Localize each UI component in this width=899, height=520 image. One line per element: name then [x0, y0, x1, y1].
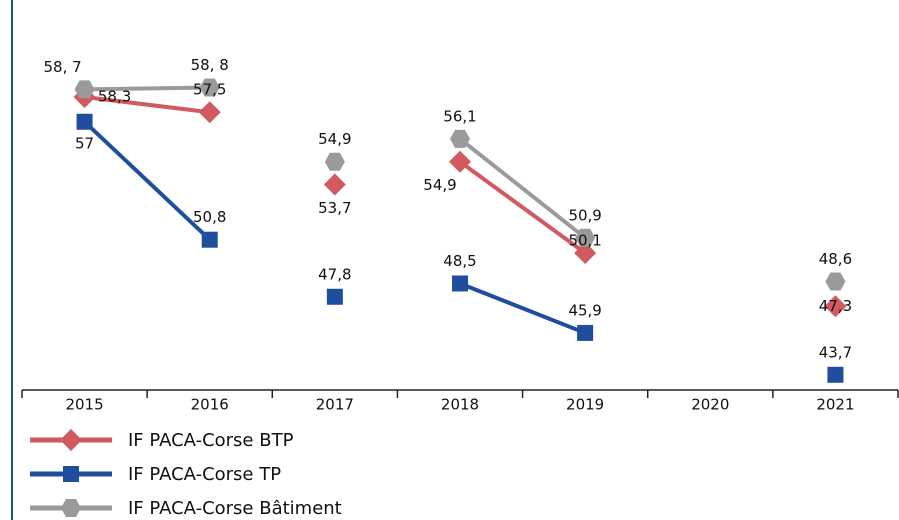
data-label: 58, 7 — [43, 58, 81, 76]
series-line — [458, 137, 587, 240]
marker — [574, 242, 597, 265]
data-label: 58,3 — [98, 88, 131, 106]
marker — [324, 152, 345, 171]
marker — [452, 275, 468, 292]
legend-marker — [61, 499, 81, 517]
data-label: 54,9 — [318, 130, 351, 148]
marker — [449, 150, 471, 173]
legend-label: IF PACA-Corse BTP — [128, 430, 294, 451]
legend-marker — [60, 429, 82, 451]
series-line — [84, 85, 210, 92]
series-line — [459, 281, 586, 335]
data-label: 50,8 — [193, 208, 226, 226]
series-line — [83, 120, 212, 242]
data-label: 48,5 — [443, 252, 476, 270]
x-tick-label: 2021 — [816, 396, 854, 414]
marker — [575, 228, 596, 247]
series-line — [84, 95, 210, 115]
data-label: 56,1 — [443, 107, 476, 125]
data-label: 53,7 — [318, 199, 351, 217]
marker — [74, 80, 95, 99]
marker — [577, 324, 594, 341]
data-label: 58, 8 — [191, 56, 229, 74]
legend-label: IF PACA-Corse Bâtiment — [128, 498, 342, 519]
legend-marker — [63, 466, 79, 482]
x-tick-label: 2015 — [65, 396, 103, 414]
series-line — [458, 160, 587, 255]
x-tick-label: 2018 — [441, 396, 479, 414]
x-tick-label: 2020 — [691, 396, 729, 414]
marker — [827, 366, 844, 383]
marker — [323, 173, 346, 196]
marker — [450, 129, 470, 148]
marker — [326, 288, 343, 305]
data-label: 48,6 — [819, 250, 852, 268]
marker — [201, 231, 218, 248]
legend-label: IF PACA-Corse TP — [128, 464, 281, 485]
marker — [824, 295, 847, 318]
data-label: 50,9 — [568, 206, 601, 224]
data-label: 47,8 — [318, 265, 351, 283]
data-label: 57 — [75, 134, 94, 152]
x-tick-label: 2016 — [191, 396, 229, 414]
marker — [825, 272, 846, 291]
data-label: 45,9 — [568, 301, 601, 319]
data-label: 54,9 — [423, 176, 456, 194]
x-tick-label: 2017 — [316, 396, 354, 414]
data-label: 57,5 — [193, 81, 226, 99]
data-label: 50,1 — [568, 232, 601, 250]
marker — [76, 113, 93, 130]
data-label: 43,7 — [819, 343, 852, 361]
marker — [199, 78, 220, 97]
x-tick-label: 2019 — [566, 396, 604, 414]
data-label: 47,3 — [819, 297, 852, 315]
marker — [198, 101, 221, 124]
